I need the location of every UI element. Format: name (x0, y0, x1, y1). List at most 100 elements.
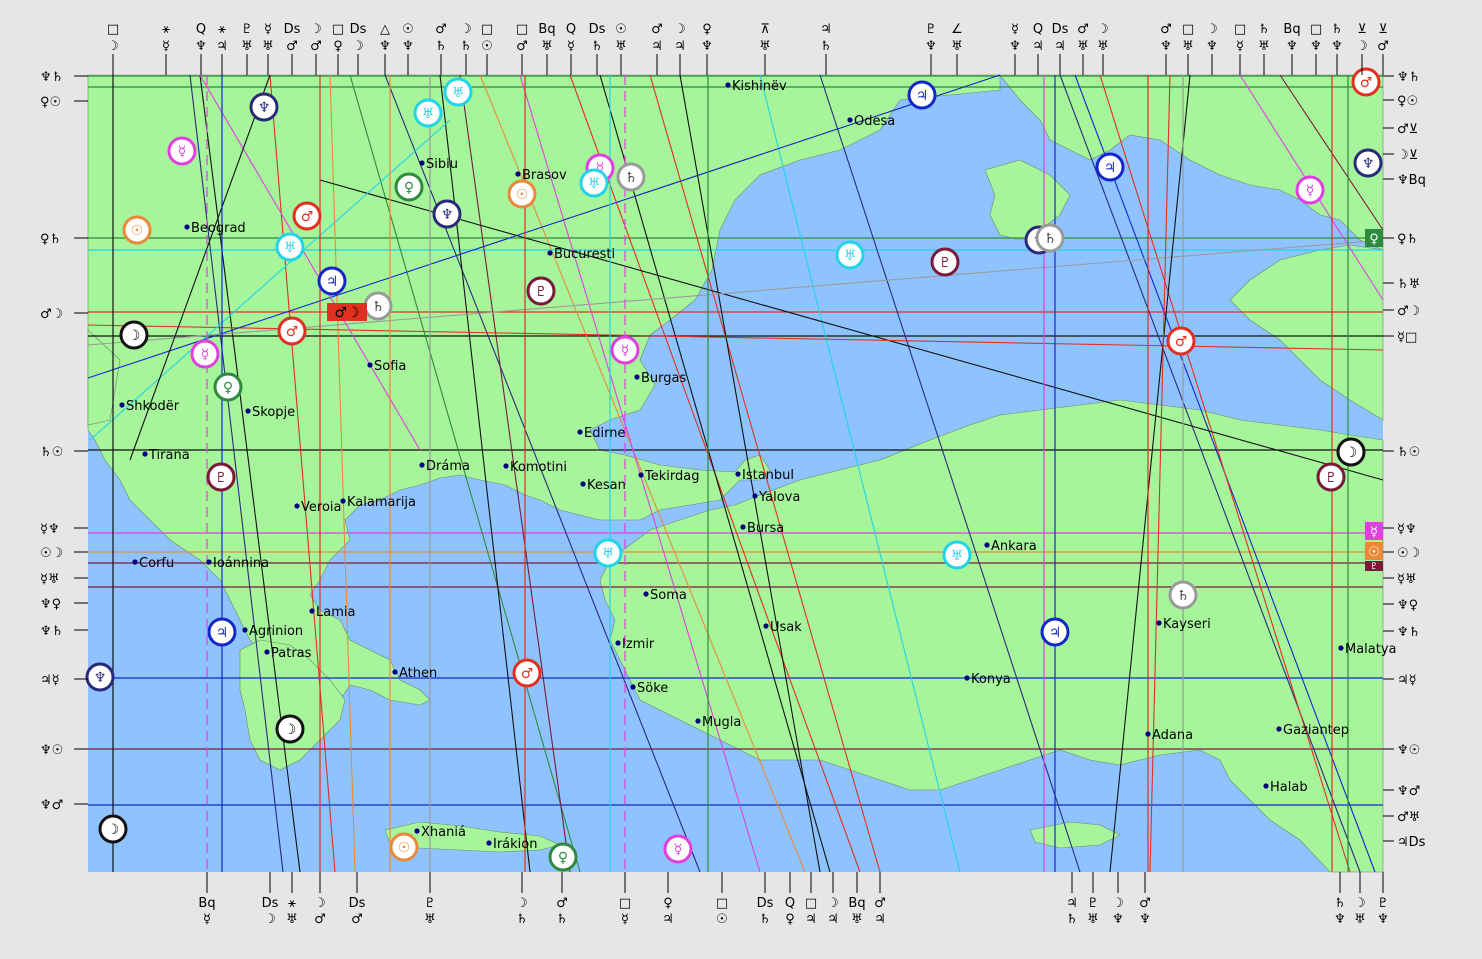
aspect-line (679, 74, 821, 873)
top-label-planet: ♆ (1160, 39, 1172, 54)
top-label-planet: ♆ (925, 39, 937, 54)
city-dot (142, 451, 148, 457)
uranus-marker (835, 240, 865, 270)
city-dot (580, 481, 586, 487)
bottom-label-aspect: □ (619, 896, 631, 911)
city-dot (763, 623, 769, 629)
bottom-label-aspect: ♇ (1377, 896, 1389, 911)
jupiter-marker-glyph: ♃ (916, 88, 929, 104)
top-label-aspect: □ (481, 22, 493, 37)
bottom-label-aspect: ☽ (314, 896, 326, 911)
city-label: Istanbul (742, 468, 794, 483)
jupiter-marker-glyph: ♃ (1104, 160, 1117, 176)
bottom-label-planet: ♄ (556, 912, 568, 927)
top-label-planet: ♆ (195, 39, 207, 54)
city-label: Edirne (584, 426, 625, 441)
uranus-marker (942, 540, 972, 570)
city-label: Patras (271, 646, 312, 661)
right-label: ♆☉ (1397, 743, 1420, 758)
mars-marker-glyph: ♂ (301, 209, 314, 225)
bottom-label-aspect: Bq (198, 896, 215, 911)
mars-marker-glyph: ♂ (1360, 75, 1373, 91)
jupiter-marker-glyph: ♃ (326, 274, 339, 290)
city-label: Ioánnina (213, 556, 269, 571)
bottom-label-planet: ♆ (1334, 912, 1346, 927)
bottom-label-planet: ♄ (759, 912, 771, 927)
bottom-label-aspect: □ (805, 896, 817, 911)
top-label-planet: ♄ (820, 39, 832, 54)
right-label: ☉☽ (1397, 546, 1420, 561)
right-label: ☽⊻ (1397, 148, 1418, 163)
right-label: ♆♀ (1397, 598, 1418, 613)
city-label: Adana (1152, 728, 1193, 743)
top-label-aspect: ♂ (435, 22, 447, 37)
saturn-marker (1035, 223, 1065, 253)
mars-moon-badge (327, 303, 367, 321)
bottom-label-planet: ♃ (827, 912, 839, 927)
right-label: ♃☿ (1397, 673, 1417, 688)
top-label-planet: ☽ (1356, 39, 1368, 54)
uranus-marker-glyph: ♅ (284, 240, 297, 256)
right-label: ♆♄ (1397, 70, 1420, 85)
mercury-marker (190, 339, 220, 369)
top-label-aspect: △ (380, 22, 390, 37)
top-label-aspect: Ds (589, 22, 606, 37)
left-label: ♄☉ (40, 445, 63, 460)
venus-marker (394, 172, 424, 202)
aspect-line (319, 179, 1384, 481)
bottom-label-aspect: Bq (848, 896, 865, 911)
city-dot (419, 462, 425, 468)
aspect-line (1109, 74, 1191, 873)
right-label: ♄☉ (1397, 445, 1420, 460)
jupiter-marker (207, 617, 237, 647)
jupiter-marker (1040, 617, 1070, 647)
jupiter-marker (1095, 152, 1125, 182)
cities-layer: Kishinëv Odesa Sibiu Brasov Beograd Bucuresti… (119, 79, 1397, 852)
saturn-marker (1168, 580, 1198, 610)
top-label-planet: ♂ (1377, 39, 1389, 54)
top-label-aspect: ⊻ (1357, 22, 1367, 37)
bottom-label-aspect: Ds (757, 896, 774, 911)
city-label: Bucuresti (554, 247, 615, 262)
pluto-marker-glyph: ♇ (535, 284, 548, 300)
neptune-marker (432, 199, 462, 229)
bottom-label-planet: ♆ (1139, 912, 1151, 927)
mars-marker-glyph: ♂ (521, 666, 534, 682)
uranus-marker-glyph: ♅ (588, 176, 601, 192)
top-label-planet: ♆ (1206, 39, 1218, 54)
neptune-marker-glyph: ♆ (94, 670, 107, 686)
saturn-marker-glyph: ♄ (372, 299, 385, 315)
city-dot (206, 559, 212, 565)
city-dot (847, 117, 853, 123)
city-label: Tekirdag (644, 469, 699, 484)
neptune-marker (85, 662, 115, 692)
city-dot (638, 472, 644, 478)
bottom-label-planet: ☉ (716, 912, 728, 927)
city-dot (367, 362, 373, 368)
bottom-label-planet: ☿ (621, 912, 629, 927)
city-dot (309, 608, 315, 614)
right-label: ♆♄ (1397, 625, 1420, 640)
moon-marker-glyph: ☽ (284, 722, 297, 738)
city-label: Dráma (426, 459, 470, 474)
top-label-planet: ♅ (1258, 39, 1270, 54)
city-dot (132, 559, 138, 565)
aspect-line (599, 74, 831, 873)
bottom-label-planet: ♅ (851, 912, 863, 927)
mercury-marker-glyph: ☿ (1306, 183, 1315, 199)
bottom-label-aspect: Ds (349, 896, 366, 911)
badges-layer: ♂☽♀☿☉♇ (327, 229, 1383, 572)
venus-side-badge (1365, 229, 1383, 247)
uranus-marker (443, 77, 473, 107)
sun-side-badge-glyph: ☉ (1368, 545, 1380, 560)
saturn-marker (616, 162, 646, 192)
city-dot (643, 591, 649, 597)
city-dot (547, 250, 553, 256)
city-dot (1263, 783, 1269, 789)
top-label-aspect: ☽ (1206, 22, 1218, 37)
city-dot (515, 171, 521, 177)
top-label-aspect: ♂ (1077, 22, 1089, 37)
city-dot (634, 374, 640, 380)
mars-marker (512, 658, 542, 688)
mercury-marker (167, 136, 197, 166)
